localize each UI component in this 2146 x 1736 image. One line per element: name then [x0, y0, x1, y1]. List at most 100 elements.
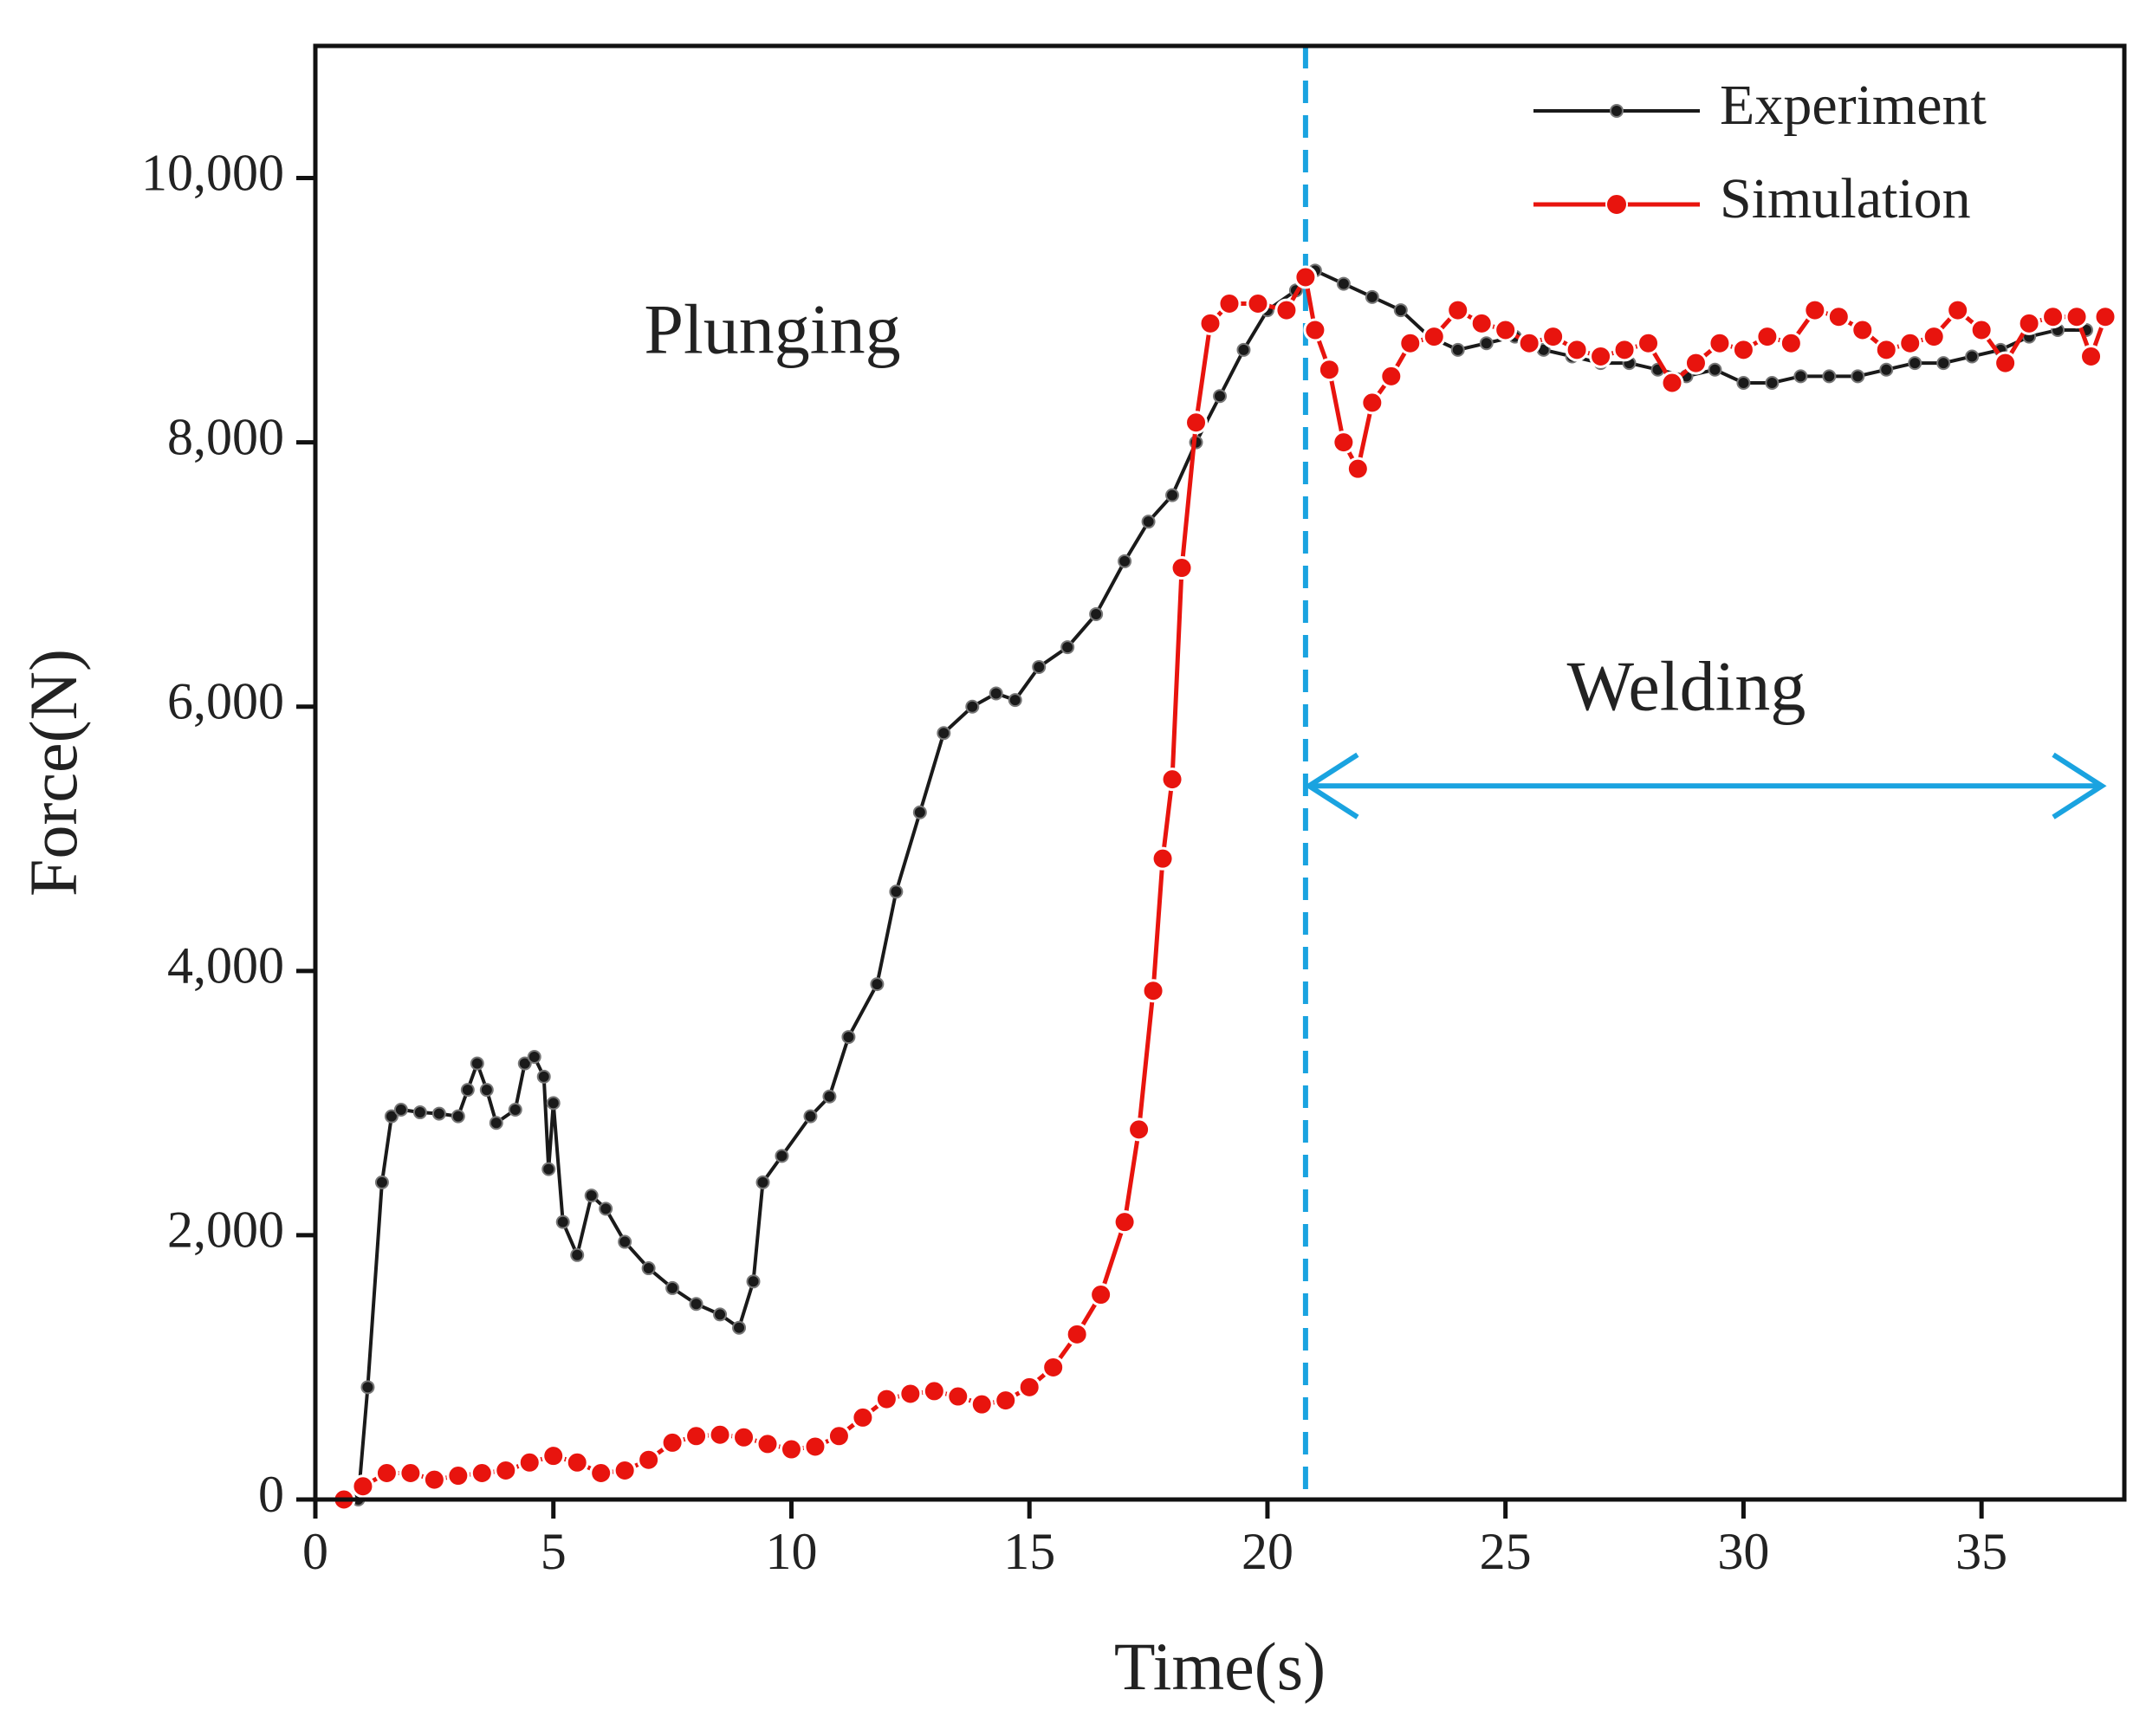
data-point [1765, 375, 1780, 390]
data-point [1637, 331, 1661, 355]
data-point [1898, 331, 1922, 355]
data-point [1822, 369, 1837, 384]
data-point [527, 1049, 541, 1064]
legend-marker [1605, 193, 1628, 216]
data-point [641, 1261, 656, 1276]
data-point [1089, 1283, 1113, 1307]
data-point [708, 1422, 732, 1447]
data-point [1879, 362, 1894, 377]
data-point [360, 1380, 375, 1395]
x-tick-label: 15 [1003, 1523, 1055, 1580]
data-point [732, 1425, 756, 1449]
data-point [2079, 344, 2104, 368]
data-point [1017, 1375, 1041, 1399]
data-point [2041, 305, 2065, 329]
data-point [1118, 554, 1132, 568]
data-point [589, 1461, 613, 1485]
data-point [1379, 364, 1404, 388]
data-point [1141, 515, 1156, 529]
data-point [412, 1105, 427, 1120]
data-point [1908, 356, 1922, 371]
data-point [1803, 298, 1827, 322]
data-point [1479, 336, 1494, 351]
data-point [755, 1432, 780, 1456]
data-point [1779, 331, 1803, 355]
x-tick-label: 20 [1242, 1523, 1293, 1580]
legend-label: Experiment [1720, 74, 1987, 137]
data-point [374, 1461, 399, 1485]
data-point [565, 1450, 589, 1474]
data-point [1708, 331, 1732, 355]
data-point [689, 1297, 703, 1312]
data-point [1731, 338, 1755, 362]
arrow-head [2052, 752, 2107, 819]
data-point [937, 726, 951, 741]
data-point [555, 1215, 570, 1229]
data-point [827, 1424, 851, 1448]
data-point [1541, 325, 1566, 349]
data-point [1851, 369, 1865, 384]
data-point [1874, 338, 1898, 362]
x-axis-label: Time(s) [1114, 1629, 1326, 1704]
data-point [351, 1474, 375, 1499]
data-point [1184, 411, 1209, 435]
x-tick-label: 5 [541, 1523, 567, 1580]
data-point [536, 1069, 551, 1084]
data-point [1141, 979, 1165, 1003]
series-line [356, 268, 2087, 1500]
data-point [665, 1280, 680, 1295]
data-point [460, 1083, 475, 1098]
data-point [470, 1056, 484, 1071]
x-tick-label: 25 [1480, 1523, 1532, 1580]
data-point [946, 1384, 970, 1409]
data-point [1612, 338, 1637, 362]
data-point [1965, 349, 1980, 364]
y-axis-label: Force(N) [16, 649, 91, 897]
y-tick-label: 4,000 [167, 937, 284, 994]
data-point [479, 1083, 494, 1098]
data-point [898, 1382, 923, 1406]
data-point [570, 1247, 585, 1262]
data-point [684, 1424, 709, 1448]
data-point [922, 1379, 946, 1403]
data-point [1446, 298, 1470, 322]
data-point [422, 1467, 446, 1492]
data-point [803, 1109, 818, 1124]
data-point [1469, 311, 1494, 335]
data-point [851, 1405, 875, 1429]
data-point [1565, 338, 1589, 362]
data-point [1165, 488, 1180, 502]
y-tick-label: 2,000 [167, 1202, 284, 1259]
data-point [775, 1149, 789, 1163]
x-tick-label: 30 [1717, 1523, 1769, 1580]
data-point [1494, 318, 1518, 342]
data-point [541, 1162, 556, 1176]
data-point [1398, 331, 1423, 355]
data-point [2093, 305, 2117, 329]
data-point [1198, 311, 1222, 335]
data-point [1151, 846, 1175, 871]
data-point [618, 1234, 632, 1249]
data-point [1041, 1355, 1066, 1379]
data-point [599, 1202, 613, 1216]
data-point [755, 1175, 770, 1189]
y-tick-label: 10,000 [141, 144, 284, 201]
data-point [1589, 344, 1613, 368]
data-point [613, 1458, 637, 1482]
data-point [1160, 768, 1184, 792]
plot-frame [313, 43, 2127, 1502]
data-point [384, 1109, 399, 1124]
data-point [746, 1274, 761, 1289]
data-point [1274, 298, 1299, 322]
data-point [541, 1444, 566, 1468]
data-point [517, 1450, 541, 1474]
data-point [1060, 640, 1075, 655]
data-point [779, 1437, 803, 1461]
data-point [1936, 356, 1951, 371]
data-point [1293, 265, 1318, 289]
arrow-head [1304, 752, 1359, 819]
data-point [660, 1430, 684, 1454]
data-point [1112, 1210, 1137, 1234]
x-tick-label: 35 [1955, 1523, 2007, 1580]
